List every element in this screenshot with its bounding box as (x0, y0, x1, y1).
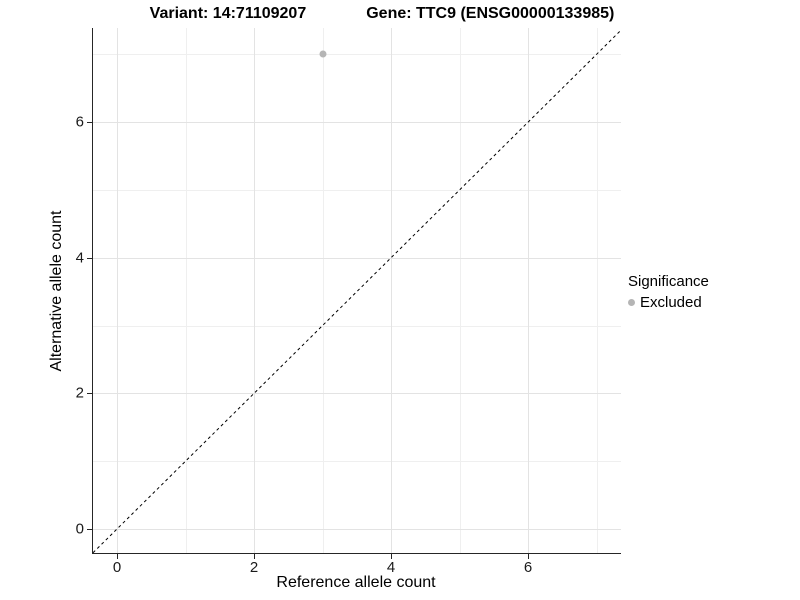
y-tick-mark (87, 393, 92, 395)
minor-gridline-horizontal (93, 325, 621, 327)
x-tick-mark (254, 554, 255, 559)
major-gridline-horizontal (93, 529, 621, 530)
identity-line (93, 30, 621, 553)
major-gridline-vertical (528, 28, 529, 553)
y-tick-mark (87, 529, 92, 530)
plot-title: Variant: 14:71109207 Gene: TTC9 (ENSG000… (0, 5, 800, 23)
y-tick-label: 4 (75, 249, 84, 267)
major-gridline-horizontal (93, 257, 621, 259)
y-tick-label: 2 (75, 384, 84, 402)
minor-gridline-vertical (322, 28, 324, 553)
legend-entry-excluded: Excluded (628, 294, 709, 311)
x-tick-label: 6 (523, 559, 533, 576)
minor-gridline-horizontal (93, 461, 621, 463)
legend-title: Significance (628, 273, 709, 290)
x-tick-label: 4 (386, 559, 396, 576)
y-tick-label: 6 (75, 113, 84, 131)
x-axis-title: Reference allele count (276, 574, 436, 591)
x-tick-label: 0 (112, 559, 122, 576)
title-gene: Gene: TTC9 (ENSG00000133985) (366, 5, 615, 22)
x-tick-mark (391, 554, 392, 559)
minor-gridline-vertical (459, 28, 461, 553)
x-tick-mark (117, 554, 118, 559)
minor-gridline-vertical (185, 28, 187, 553)
data-point (319, 50, 326, 58)
legend: Significance Excluded (628, 273, 709, 311)
x-tick-label: 2 (249, 559, 259, 576)
identity-line-layer (93, 30, 621, 553)
excluded-point-icon (628, 299, 635, 306)
y-tick-mark (87, 257, 92, 259)
major-gridline-vertical (117, 28, 118, 553)
major-gridline-vertical (254, 28, 255, 553)
y-axis-title: Alternative allele count (48, 210, 65, 372)
major-gridline-horizontal (93, 393, 621, 395)
plot-panel (92, 28, 621, 554)
legend-entry-label: Excluded (640, 294, 702, 311)
x-tick-mark (528, 554, 529, 559)
major-gridline-vertical (391, 28, 392, 553)
y-tick-label: 0 (75, 520, 84, 538)
title-variant: Variant: 14:71109207 (149, 5, 307, 22)
y-tick-mark (87, 122, 92, 124)
minor-gridline-horizontal (93, 54, 621, 56)
major-gridline-horizontal (93, 122, 621, 124)
minor-gridline-vertical (596, 28, 598, 553)
minor-gridline-horizontal (93, 190, 621, 191)
